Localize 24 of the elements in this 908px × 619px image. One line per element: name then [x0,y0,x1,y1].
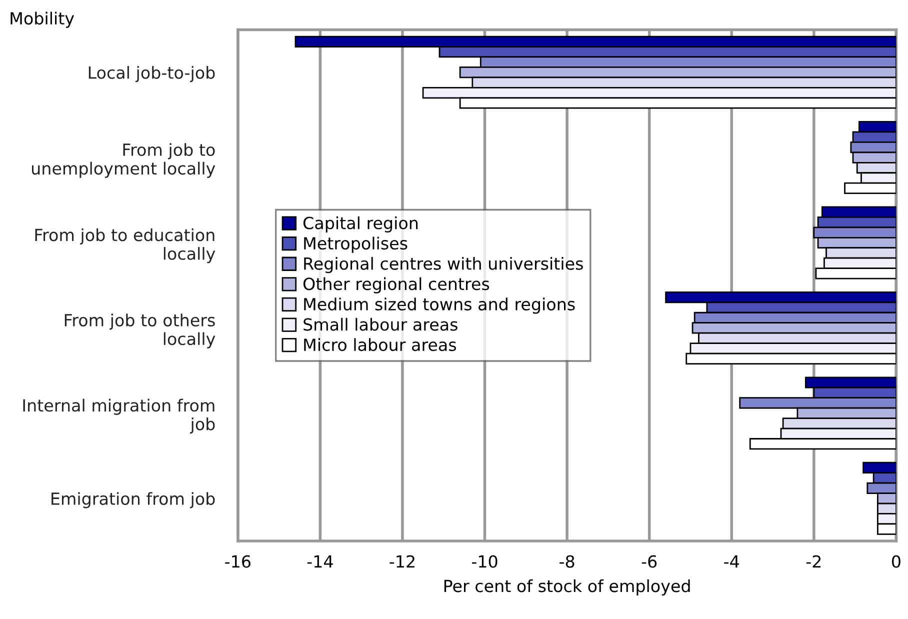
legend-label: Small labour areas [304,318,458,331]
x-tick-label: -2 [806,555,821,568]
legend-label: Micro labour areas [304,338,456,352]
x-tick-label: -10 [472,555,498,568]
legend-label: Regional centres with universities [304,256,583,274]
x-tick-label: -8 [560,555,574,568]
x-tick-label: 0 [892,555,900,568]
x-tick-label: -4 [724,555,739,568]
x-axis-title: Per cent of stock of employed [444,579,690,596]
y-tick-label: Local job-to-job [88,66,215,82]
y-tick-label: From job to education locally [35,228,216,264]
x-tick-label: -6 [642,555,657,568]
x-tick-label: -12 [390,555,414,568]
legend-label: Metropolises [304,236,408,253]
y-tick-label: Emigration from job [52,492,215,508]
y-axis-title: Mobility [10,12,74,28]
legend-label: Other regional centres [303,277,490,294]
legend-label: Medium sized towns and regions [304,298,575,314]
legend-label: Capital region [303,216,418,233]
x-tick-label: -14 [307,555,333,568]
x-tick-label: -16 [225,555,250,568]
y-tick-label: From job to others locally [64,314,216,348]
y-tick-label: Internal migration from job [23,398,215,434]
y-tick-label: From job to unemployment locally [32,143,216,178]
